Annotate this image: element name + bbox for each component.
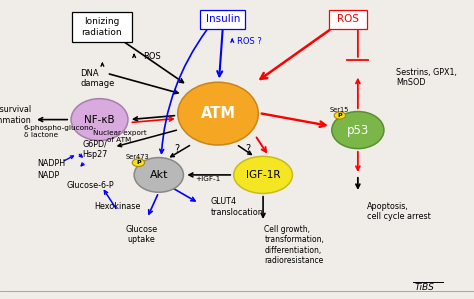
Text: P: P <box>337 113 342 118</box>
Ellipse shape <box>332 112 384 149</box>
FancyArrowPatch shape <box>160 30 207 153</box>
Text: ROS: ROS <box>337 14 359 25</box>
FancyArrowPatch shape <box>64 156 73 161</box>
Text: Sestrins, GPX1,
MnSOD: Sestrins, GPX1, MnSOD <box>396 68 456 87</box>
FancyArrowPatch shape <box>217 30 223 76</box>
Text: +IGF-1: +IGF-1 <box>195 176 220 182</box>
FancyArrowPatch shape <box>261 196 265 217</box>
FancyArrowPatch shape <box>261 30 329 79</box>
Text: IGF-1R: IGF-1R <box>246 170 280 180</box>
Text: 6-phospho-glucono-
δ lactone: 6-phospho-glucono- δ lactone <box>24 125 97 138</box>
FancyArrowPatch shape <box>133 55 136 57</box>
Ellipse shape <box>134 158 183 192</box>
FancyBboxPatch shape <box>72 12 131 42</box>
FancyArrowPatch shape <box>173 188 195 201</box>
Circle shape <box>334 112 346 119</box>
FancyArrowPatch shape <box>356 152 360 170</box>
Text: NADP: NADP <box>37 171 59 180</box>
FancyArrowPatch shape <box>118 130 176 147</box>
FancyArrowPatch shape <box>134 116 174 121</box>
Text: P: P <box>136 160 141 165</box>
FancyBboxPatch shape <box>329 10 367 29</box>
Text: Glucose-6-P: Glucose-6-P <box>66 181 114 190</box>
FancyArrowPatch shape <box>79 154 82 157</box>
FancyArrowPatch shape <box>101 63 104 66</box>
Circle shape <box>132 159 145 167</box>
Text: Apoptosis,
cell cycle arrest: Apoptosis, cell cycle arrest <box>367 202 431 221</box>
Text: Insulin: Insulin <box>206 14 240 25</box>
Text: ?: ? <box>174 144 179 155</box>
FancyArrowPatch shape <box>81 163 84 166</box>
Text: Ionizing
radiation: Ionizing radiation <box>82 17 122 36</box>
Text: TiBS: TiBS <box>415 283 435 292</box>
Text: Akt: Akt <box>149 170 168 180</box>
FancyArrowPatch shape <box>149 195 158 214</box>
FancyBboxPatch shape <box>200 10 246 29</box>
Text: G6PD/
Hsp27: G6PD/ Hsp27 <box>82 140 108 159</box>
FancyArrowPatch shape <box>262 114 326 127</box>
FancyArrowPatch shape <box>132 117 173 122</box>
Text: ROS: ROS <box>144 52 161 61</box>
Text: Hexokinase: Hexokinase <box>94 202 141 211</box>
Text: NF-κB: NF-κB <box>84 115 115 125</box>
Ellipse shape <box>71 99 128 141</box>
FancyArrowPatch shape <box>256 138 266 152</box>
Text: Cell growth,
transformation,
differentiation,
radioresistance: Cell growth, transformation, differentia… <box>264 225 324 265</box>
Text: ?: ? <box>246 144 250 155</box>
Text: Ser15: Ser15 <box>329 107 348 113</box>
Text: Nuclear export
of ATM: Nuclear export of ATM <box>92 130 146 144</box>
FancyArrowPatch shape <box>231 39 234 42</box>
Text: ROS ?: ROS ? <box>237 37 262 46</box>
FancyArrowPatch shape <box>104 191 116 208</box>
Text: ATM: ATM <box>201 106 236 121</box>
FancyArrowPatch shape <box>109 74 178 94</box>
FancyArrowPatch shape <box>356 80 360 109</box>
Ellipse shape <box>178 82 258 145</box>
FancyArrowPatch shape <box>356 178 360 188</box>
Text: GLUT4
translocation: GLUT4 translocation <box>211 197 264 216</box>
Text: DNA
damage: DNA damage <box>81 69 115 88</box>
FancyArrowPatch shape <box>39 118 67 122</box>
Ellipse shape <box>234 156 292 193</box>
Text: Glucose
uptake: Glucose uptake <box>125 225 157 244</box>
Text: p53: p53 <box>347 123 369 137</box>
FancyArrowPatch shape <box>171 146 190 157</box>
Text: Ser473: Ser473 <box>126 154 149 160</box>
FancyArrowPatch shape <box>238 146 251 155</box>
FancyArrowPatch shape <box>189 173 230 177</box>
Text: Cell survival
inflammation: Cell survival inflammation <box>0 106 31 125</box>
Text: NADPH: NADPH <box>37 159 65 168</box>
FancyArrowPatch shape <box>125 42 183 83</box>
